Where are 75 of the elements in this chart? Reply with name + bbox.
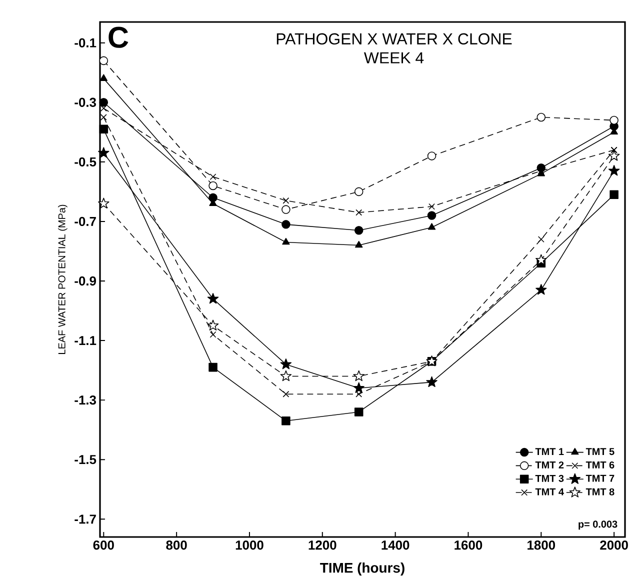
point [210,331,216,338]
x-tick-label: 1600 [454,540,482,550]
point [536,254,547,265]
point [354,187,364,196]
point [282,205,290,214]
point [100,74,108,81]
point [353,370,364,382]
x-tick-label: 1200 [308,540,336,550]
legend-label: TMT 1 [535,448,564,455]
x-tick-label: 1800 [528,540,556,550]
point [354,408,364,416]
point [356,209,362,216]
point [280,370,292,382]
point [427,211,436,220]
point [538,236,544,243]
point [356,390,362,398]
point [354,226,364,235]
x-tick-label: 1000 [236,540,264,550]
point [98,147,110,158]
x-axis-title: TIME (hours) [320,562,404,576]
point [536,112,546,122]
point [428,223,436,230]
point [207,320,219,330]
y-tick-label: -0.7 [74,216,96,226]
y-tick-label: -0.9 [74,276,96,286]
y-tick-label: -1.7 [74,514,96,524]
point [208,181,218,190]
point [610,190,618,200]
y-axis-title: LEAF WATER POTENTIAL (MPa) [58,204,68,354]
point [210,174,216,180]
y-tick-label: -0.3 [74,98,96,107]
y-tick-label: -0.5 [74,157,96,166]
point [608,150,620,161]
point [353,382,364,393]
point [426,376,438,388]
point [207,292,219,304]
point [100,114,107,120]
point [99,98,108,107]
legend-label: TMT 5 [586,448,614,456]
x-tick-label: 2000 [600,540,628,550]
point [99,124,108,134]
point [280,358,292,370]
point [536,284,547,295]
legend-label: TMT 7 [586,474,614,482]
point [99,56,108,66]
point [208,193,218,202]
legend-label: TMT 6 [586,461,614,468]
legend-label: TMT 8 [586,488,614,496]
annotation: p= 0.003 [578,520,618,530]
point [610,116,618,125]
x-tick-label: 1400 [382,540,410,550]
point [428,203,435,210]
x-tick-label: 800 [166,540,187,550]
legend-label: TMT 2 [535,461,564,468]
point [282,390,290,398]
point [282,197,290,204]
annotation: C [108,26,128,48]
y-tick-label: -1.3 [74,395,96,405]
point [100,105,107,112]
point [208,362,218,372]
point [282,238,290,245]
point [427,152,436,160]
legend-label: TMT 4 [535,488,564,496]
point [282,416,290,426]
legend-label: TMT 3 [535,474,564,482]
text: WEEK 4 [364,52,424,64]
y-tick-label: -1.1 [74,336,96,345]
point [282,220,290,229]
y-tick-label: -1.5 [74,455,96,464]
y-tick-label: -0.1 [74,38,96,48]
text: PATHOGEN X WATER X CLONE [276,33,512,45]
x-tick-label: 600 [93,540,114,550]
point [355,240,363,248]
point [98,198,110,208]
point [608,164,620,176]
